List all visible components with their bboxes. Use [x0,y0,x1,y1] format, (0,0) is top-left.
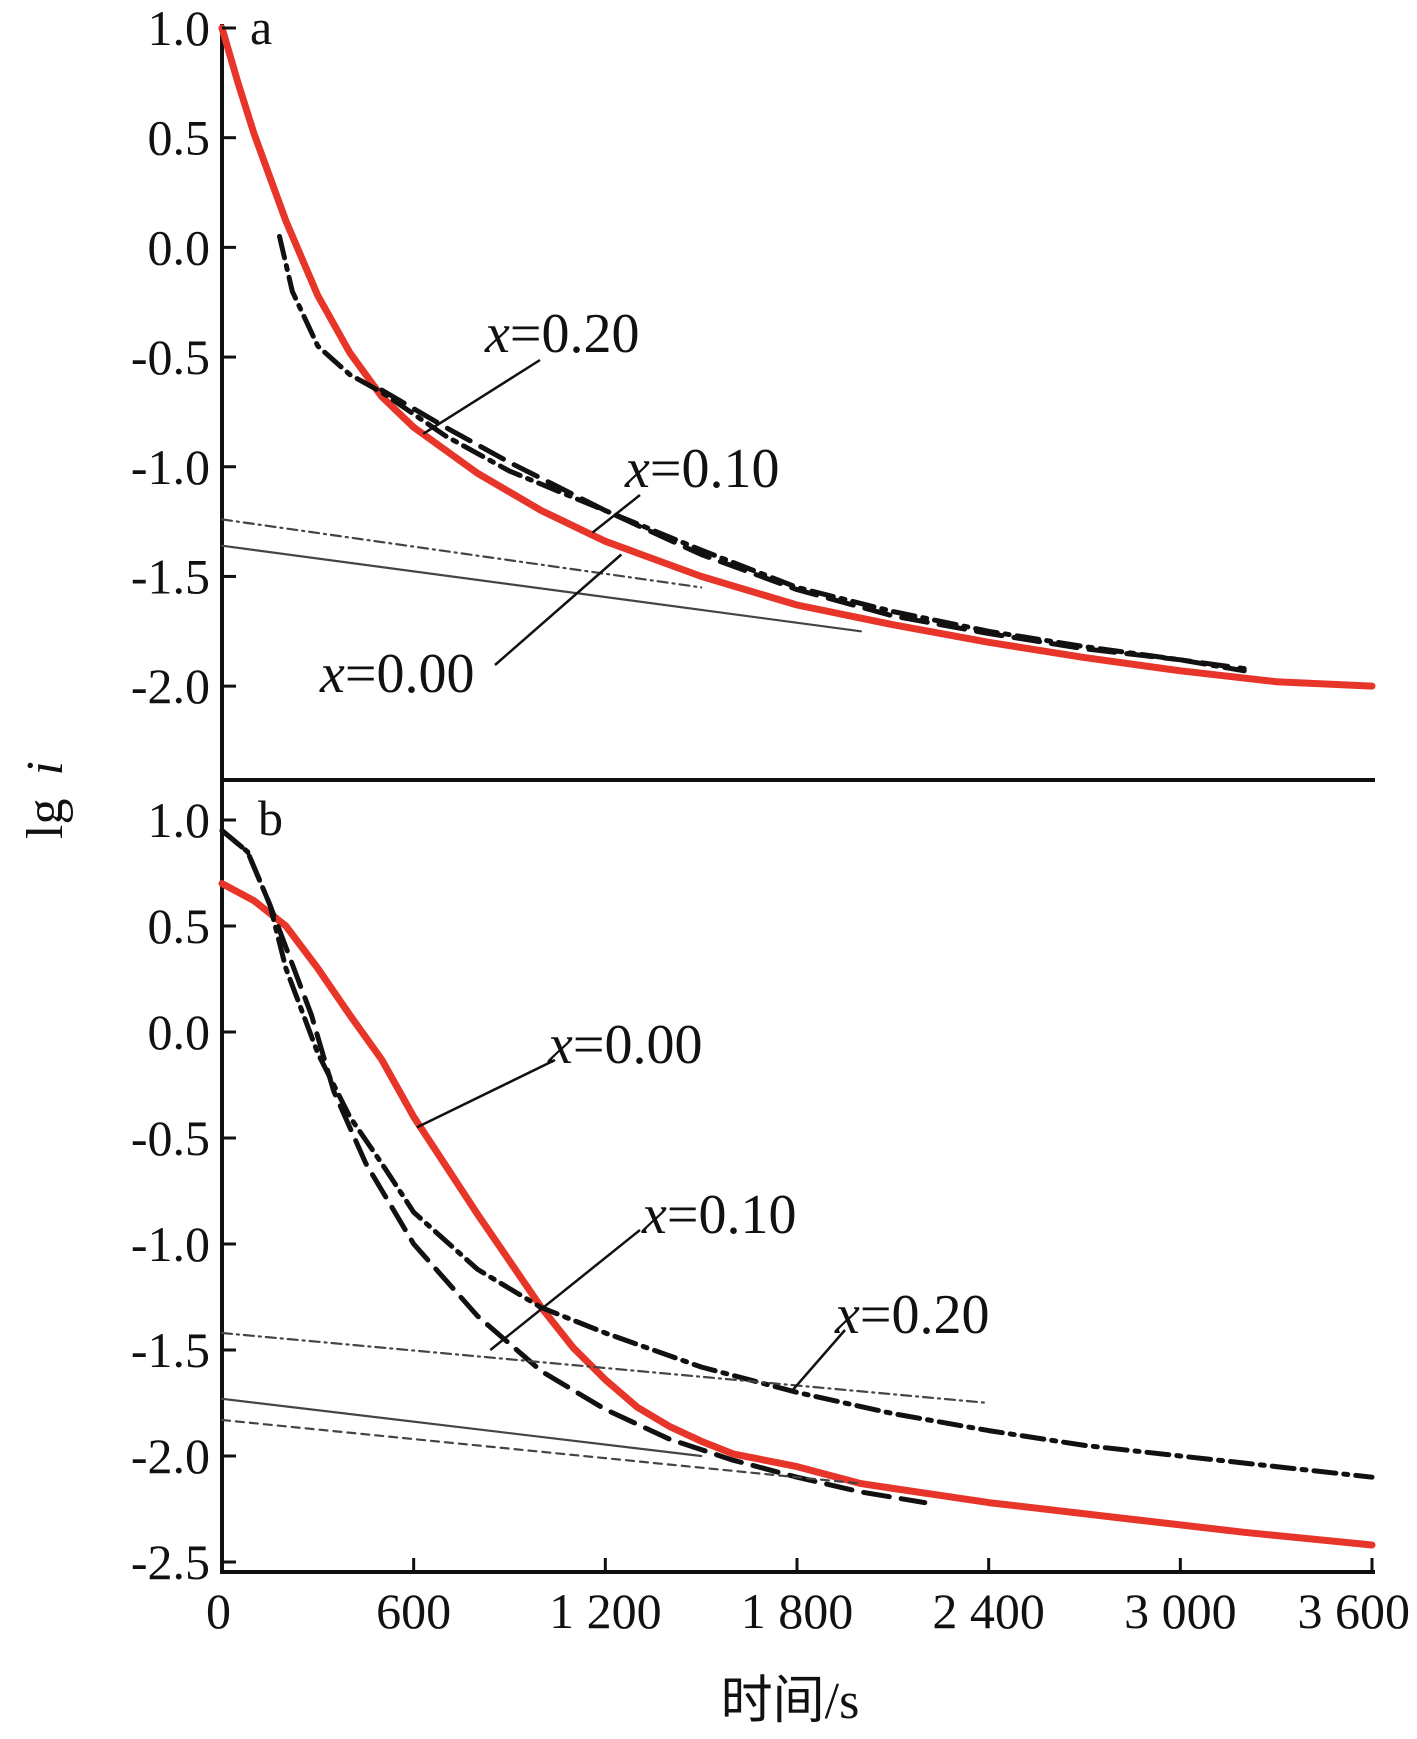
panel-b-series-x-0-00 [218,880,1376,1549]
panel-b-ytick-label: 0.0 [148,1004,211,1060]
xtick-label: 600 [376,1583,451,1639]
panel-a-ytick-label: 0.5 [148,110,211,166]
panel-a-callout-line [422,358,541,435]
panel-b-callout-line [416,1058,556,1129]
panel-b-series-x-0-10-fit [220,1418,862,1485]
svg-text:lg i: lg i [17,761,74,839]
panel-a-series-x-0-00-fit [220,544,862,633]
xtick-label: 1 200 [549,1583,662,1639]
xtick-label: 3 600 [1298,1583,1411,1639]
panel-a-series-x-0-20 [379,387,1247,672]
panel-b-callout-label: x=0.00 [547,1014,702,1076]
panel-a-series-x-0-00 [218,24,1376,690]
annotation-layer: x=0.20 x=0.10 x=0.00 x=0.00 x=0.10 x=0.20 [319,303,989,1394]
panel-a-ytick-label: -2.0 [131,658,210,714]
panel-b-series-x-0-20-fit [220,1331,990,1405]
panel-a-callout-label: x=0.20 [484,303,639,365]
panel-b-series-x-0-00-fit [220,1397,703,1458]
panel-b-callout-line [789,1329,846,1394]
panel-a-ytick-label: 0.0 [148,219,211,275]
panel-label-a: a [250,0,272,55]
panel-b-ytick-label: -1.5 [131,1322,210,1378]
panel-label-b: b [258,790,283,846]
panel-b-ytick-label: -2.5 [131,1534,210,1590]
panel-b-series-x-0-20 [219,828,1375,1480]
panel-a-ytick-label: -1.0 [131,439,210,495]
y-axis-title: lg i [17,761,74,839]
panel-b-ytick-label: -2.0 [131,1428,210,1484]
panel-a-callout-label: x=0.10 [624,438,779,500]
panel-b-ytick-label: -0.5 [131,1110,210,1166]
panel-b-ytick-label: -1.0 [131,1216,210,1272]
panel-a-callout-line [591,494,641,534]
y-axis-title-symbol: i [17,761,74,775]
panel-b-ytick-label: 0.5 [148,898,211,954]
plot-layer [218,24,1376,1549]
y-axis-title-text: lg [17,799,74,839]
xtick-label: 2 400 [932,1583,1045,1639]
tick-layer: 1.0 0.5 0.0 -0.5 -1.0 -1.5 -2.0 1.0 0.5 0.0 -0.5 -1… [131,0,1410,1639]
panel-a-ytick-label: -1.5 [131,548,210,604]
panel-a-callout-label: x=0.00 [319,643,474,705]
xtick-label: 1 800 [741,1583,854,1639]
panel-b-callout-label: x=0.10 [641,1184,796,1246]
panel-b-callout-line [489,1229,641,1351]
panel-b-callout-label: x=0.20 [834,1284,989,1346]
x-axis-title: 时间/s [721,1673,860,1730]
panel-a-callout-line [494,553,623,666]
panel-a-ytick-label: -0.5 [131,329,210,385]
panel-a-series-x-0-10-fit [220,518,703,589]
panel-b-series-x-0-10 [219,828,928,1506]
xtick-label: 0 [206,1583,231,1639]
panel-a-ytick-label: 1.0 [148,0,211,56]
xtick-label: 3 000 [1124,1583,1237,1639]
panel-b-ytick-label: 1.0 [148,792,211,848]
